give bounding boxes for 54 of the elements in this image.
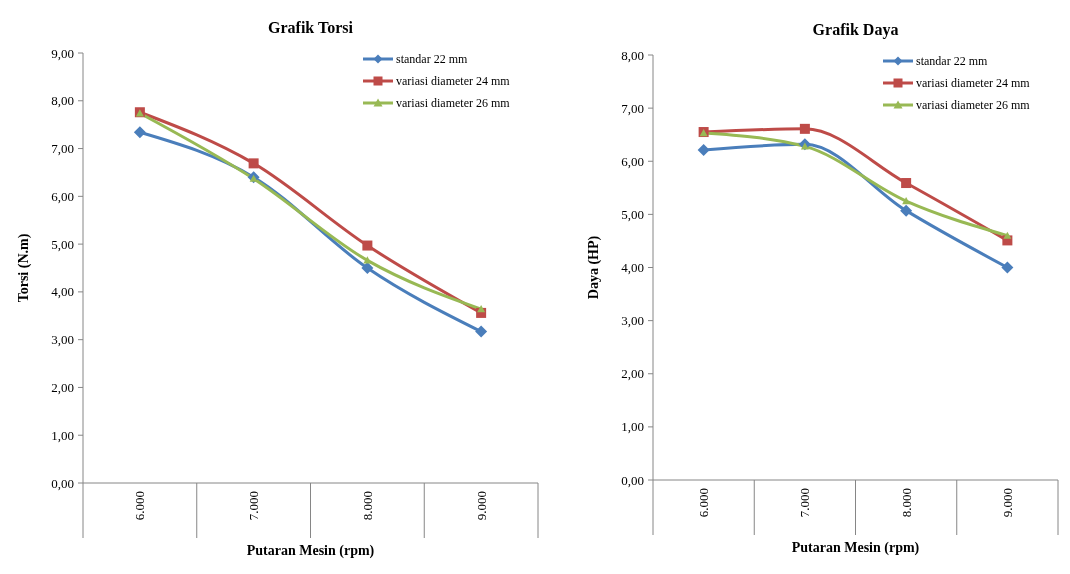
x-tick-label: 9.000 xyxy=(473,491,489,521)
y-axis-title: Torsi (N.m) xyxy=(16,233,32,303)
y-tick-label: 9,00 xyxy=(51,45,74,61)
y-tick-label: 0,00 xyxy=(51,475,74,491)
y-tick-label: 7,00 xyxy=(621,100,644,116)
x-axis-title: Putaran Mesin (rpm) xyxy=(791,540,920,556)
y-tick-label: 2,00 xyxy=(51,379,74,395)
chart-title: Grafik Torsi xyxy=(268,19,354,36)
x-tick-label: 8.000 xyxy=(898,488,914,518)
point xyxy=(362,240,373,251)
legend-label: standar 22 mm xyxy=(916,54,988,69)
y-tick-label: 7,00 xyxy=(51,141,74,157)
y-tick-label: 8,00 xyxy=(621,47,644,63)
point xyxy=(363,256,372,264)
point xyxy=(361,262,374,274)
y-tick-label: 1,00 xyxy=(51,427,74,443)
point xyxy=(477,305,486,313)
y-tick-label: 8,00 xyxy=(51,93,74,109)
y-tick-label: 3,00 xyxy=(621,313,644,329)
legend-label: standar 22 mm xyxy=(396,52,468,67)
point xyxy=(901,178,912,189)
legend-label: variasi diameter 26 mm xyxy=(396,96,511,111)
legend-label: variasi diameter 24 mm xyxy=(916,76,1031,91)
chart-title: Grafik Daya xyxy=(812,21,899,39)
point xyxy=(133,126,146,139)
x-tick-label: 6.000 xyxy=(696,488,712,518)
y-tick-label: 4,00 xyxy=(621,260,644,276)
x-tick-label: 7.000 xyxy=(246,491,262,521)
point xyxy=(900,204,913,217)
legend-label: variasi diameter 24 mm xyxy=(396,74,511,89)
x-tick-label: 9.000 xyxy=(999,488,1015,518)
y-axis-title: Daya (HP) xyxy=(586,235,602,300)
x-tick-label: 8.000 xyxy=(359,491,375,521)
point xyxy=(475,325,488,338)
y-tick-label: 2,00 xyxy=(621,366,644,382)
legend-label: variasi diameter 26 mm xyxy=(916,98,1031,113)
y-tick-label: 1,00 xyxy=(621,419,644,435)
x-tick-label: 7.000 xyxy=(797,488,813,518)
point xyxy=(697,144,710,157)
point xyxy=(1001,261,1014,274)
y-tick-label: 6,00 xyxy=(621,153,644,169)
y-tick-label: 4,00 xyxy=(51,284,74,300)
y-tick-label: 5,00 xyxy=(51,236,74,252)
point xyxy=(800,142,809,150)
y-tick-label: 5,00 xyxy=(621,206,644,222)
y-tick-label: 3,00 xyxy=(51,332,74,348)
x-tick-label: 6.000 xyxy=(132,491,148,521)
point xyxy=(902,197,911,205)
point xyxy=(248,158,259,169)
y-tick-label: 0,00 xyxy=(621,472,644,488)
point xyxy=(799,123,810,134)
y-tick-label: 6,00 xyxy=(51,188,74,204)
point xyxy=(1003,231,1012,239)
x-axis-title: Putaran Mesin (rpm) xyxy=(246,543,375,559)
